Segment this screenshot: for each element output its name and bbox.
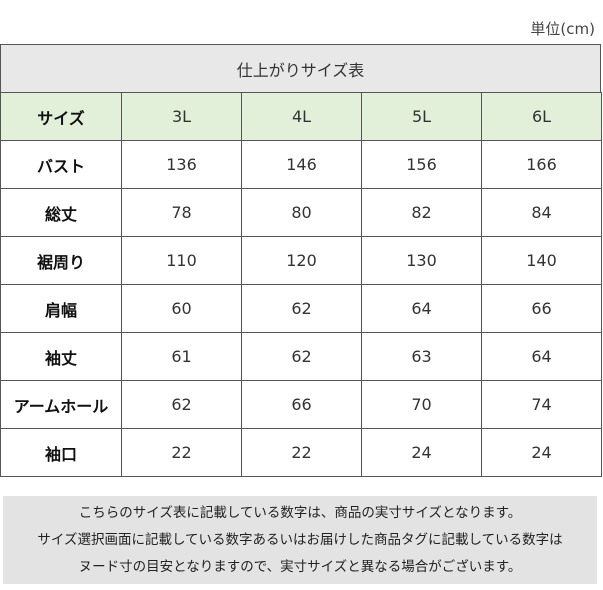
value-cell: 74 (481, 380, 602, 429)
row-label: バスト (0, 140, 122, 189)
value-cell: 70 (361, 380, 482, 429)
value-cell: 22 (241, 428, 362, 477)
row-label: 総丈 (0, 188, 122, 237)
value-cell: 24 (481, 428, 602, 477)
value-cell: 166 (481, 140, 602, 189)
row-label: 肩幅 (0, 284, 122, 333)
note-line: ヌード寸の目安となりますので、実寸サイズと異なる場合がございます。 (78, 558, 522, 575)
value-cell: 64 (361, 284, 482, 333)
value-cell: 156 (361, 140, 482, 189)
row-label: 袖丈 (0, 332, 122, 381)
value-cell: 80 (241, 188, 362, 237)
value-cell: 110 (121, 236, 242, 285)
value-cell: 82 (361, 188, 482, 237)
header-cell: 6L (481, 92, 602, 141)
note-line: こちらのサイズ表に記載している数字は、商品の実寸サイズとなります。 (78, 504, 522, 521)
header-cell: 3L (121, 92, 242, 141)
value-cell: 63 (361, 332, 482, 381)
value-cell: 146 (241, 140, 362, 189)
header-cell: 4L (241, 92, 362, 141)
value-cell: 120 (241, 236, 362, 285)
table-title: 仕上がりサイズ表 (0, 44, 601, 93)
value-cell: 66 (241, 380, 362, 429)
note-box: こちらのサイズ表に記載している数字は、商品の実寸サイズとなります。サイズ選択画面… (3, 496, 597, 584)
row-label: 袖口 (0, 428, 122, 477)
header-cell: サイズ (0, 92, 122, 141)
value-cell: 136 (121, 140, 242, 189)
value-cell: 130 (361, 236, 482, 285)
value-cell: 78 (121, 188, 242, 237)
value-cell: 62 (121, 380, 242, 429)
unit-label: 単位(cm) (530, 20, 595, 38)
value-cell: 60 (121, 284, 242, 333)
value-cell: 62 (241, 332, 362, 381)
row-label: アームホール (0, 380, 122, 429)
note-line: サイズ選択画面に記載している数字あるいはお届けした商品タグに記載している数字は (37, 531, 563, 548)
value-cell: 64 (481, 332, 602, 381)
value-cell: 66 (481, 284, 602, 333)
value-cell: 84 (481, 188, 602, 237)
value-cell: 22 (121, 428, 242, 477)
value-cell: 62 (241, 284, 362, 333)
value-cell: 140 (481, 236, 602, 285)
header-cell: 5L (361, 92, 482, 141)
value-cell: 24 (361, 428, 482, 477)
value-cell: 61 (121, 332, 242, 381)
row-label: 裾周り (0, 236, 122, 285)
